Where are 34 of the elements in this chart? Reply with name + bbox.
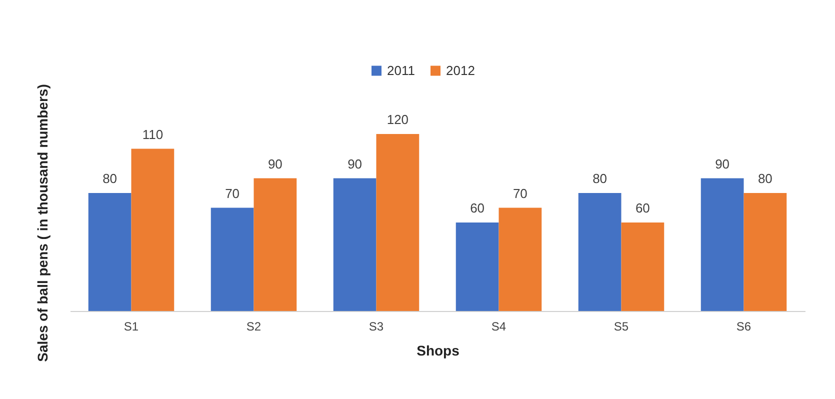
bar (621, 222, 664, 311)
bar (498, 208, 542, 311)
legend-label: 2011 (387, 62, 415, 78)
data-label: 110 (142, 126, 164, 142)
data-label: 70 (512, 186, 528, 201)
bar (578, 193, 622, 311)
legend-label: 2012 (446, 62, 475, 78)
data-label: 70 (225, 186, 240, 201)
x-tick-label: S6 (736, 320, 752, 334)
bar (456, 222, 499, 311)
data-label: 80 (592, 171, 608, 186)
x-axis-title: Shops (416, 342, 460, 358)
data-label: 80 (102, 171, 118, 186)
x-tick-label: S5 (614, 320, 629, 334)
bar (254, 178, 297, 311)
bar (88, 193, 132, 311)
data-label: 60 (470, 200, 485, 216)
bar (333, 178, 376, 311)
x-tick-label: S3 (368, 320, 384, 334)
x-tick-label: S4 (491, 320, 506, 334)
bar (210, 208, 254, 311)
bar (131, 148, 174, 311)
data-label: 90 (715, 156, 730, 172)
bar (744, 193, 787, 311)
data-label: 60 (635, 200, 650, 216)
data-label: 90 (268, 156, 282, 172)
data-label: 80 (758, 171, 772, 186)
data-label: 90 (348, 156, 362, 172)
x-tick-label: S1 (124, 320, 139, 334)
y-axis-title: Sales of ball pens ( in thousand numbers) (34, 84, 50, 362)
bar (700, 178, 744, 311)
x-tick-label: S2 (246, 320, 262, 334)
bar (376, 134, 420, 311)
data-label: 120 (386, 112, 409, 127)
